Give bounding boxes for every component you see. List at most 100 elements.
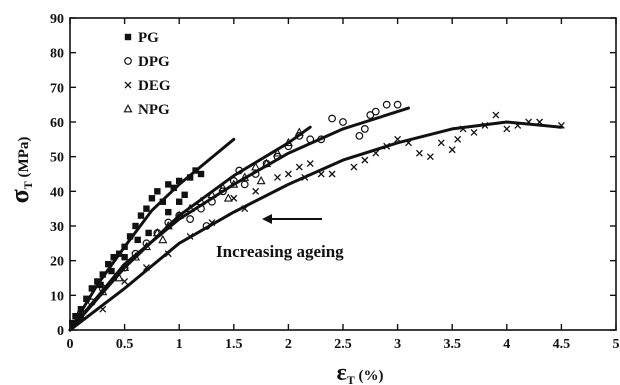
- deg-point: [301, 174, 309, 181]
- legend-label-dpg: DPG: [138, 54, 170, 70]
- pg-point: [99, 271, 106, 278]
- dpg-point: [355, 131, 364, 140]
- npg-point: [294, 127, 304, 136]
- deg-point: [454, 135, 462, 143]
- npg-point: [256, 175, 266, 185]
- npg-point: [130, 252, 141, 261]
- dpg-point: [295, 131, 304, 140]
- pg-point: [192, 167, 199, 174]
- annotation-arrow-head: [262, 214, 272, 224]
- pg-point: [97, 281, 104, 289]
- y-tick-label: 70: [50, 81, 64, 96]
- dpg-point: [339, 118, 347, 126]
- dpg-point: [131, 249, 140, 258]
- dpg-fit-curve: [68, 106, 410, 332]
- npg-fit-curve: [68, 125, 312, 332]
- pg-point: [176, 198, 183, 205]
- y-tick-label: 60: [50, 116, 64, 131]
- y-axis-symbol: σ: [5, 189, 34, 203]
- deg-point: [295, 163, 303, 171]
- deg-fit-curve: [68, 120, 563, 332]
- pg-point: [165, 181, 172, 188]
- dpg-point: [317, 135, 326, 144]
- y-tick-label: 10: [50, 289, 64, 304]
- dpg-point: [87, 298, 96, 307]
- legend-label-pg: PG: [138, 30, 159, 46]
- deg-point: [514, 122, 522, 129]
- deg-point: [481, 122, 489, 129]
- npg-point: [251, 162, 261, 171]
- y-tick-label: 80: [50, 47, 64, 62]
- y-axis-unit: (MPa): [16, 137, 32, 182]
- pg-fit-curve: [68, 137, 236, 332]
- deg-point: [426, 153, 434, 161]
- deg-point: [208, 219, 216, 226]
- npg-point: [283, 137, 293, 147]
- legend-marker-pg: [124, 33, 132, 41]
- npg-point: [218, 182, 228, 192]
- npg-point: [152, 227, 162, 237]
- y-axis-subscript: T: [21, 181, 35, 189]
- legend-marker-npg: [123, 104, 133, 113]
- pg-point: [154, 188, 161, 195]
- deg-point: [164, 250, 172, 258]
- pg-point: [148, 195, 156, 202]
- deg-point: [241, 205, 249, 213]
- x-axis-label: εT (%): [336, 360, 383, 385]
- deg-point: [394, 135, 402, 143]
- x-tick-label: 0.5: [116, 337, 134, 352]
- dpg-point: [328, 114, 336, 123]
- dpg-point: [235, 166, 244, 175]
- npg-point: [196, 196, 206, 206]
- dpg-point: [393, 100, 402, 109]
- dpg-point: [366, 111, 375, 119]
- dpg-point: [202, 222, 211, 230]
- pg-point: [115, 250, 123, 257]
- deg-point: [415, 149, 423, 157]
- deg-point: [372, 149, 380, 157]
- npg-point: [158, 234, 168, 244]
- pg-point: [94, 278, 101, 285]
- legend-marker-dpg: [124, 57, 132, 65]
- dpg-point: [306, 135, 315, 144]
- deg-point: [470, 128, 478, 136]
- pg-point: [72, 312, 79, 320]
- pg-point: [170, 184, 177, 192]
- pg-point: [197, 170, 205, 178]
- npg-point: [262, 158, 272, 167]
- x-axis-unit: (%): [355, 368, 384, 384]
- dpg-point: [186, 215, 195, 223]
- pg-point: [181, 191, 188, 198]
- dpg-point: [251, 170, 260, 178]
- x-tick-label: 5: [613, 337, 620, 352]
- pg-point: [110, 254, 117, 261]
- dpg-point: [371, 107, 380, 116]
- deg-point: [306, 160, 314, 168]
- y-tick-label: 50: [50, 151, 64, 166]
- deg-point: [492, 111, 500, 119]
- dpg-point: [164, 218, 173, 227]
- dpg-point: [284, 142, 293, 151]
- pg-point: [143, 205, 150, 212]
- pg-point: [121, 243, 128, 250]
- pg-point: [88, 285, 96, 292]
- dpg-point: [229, 177, 238, 185]
- deg-point: [317, 170, 325, 178]
- deg-point: [437, 139, 445, 147]
- y-tick-label: 90: [50, 12, 64, 27]
- dpg-point: [273, 152, 282, 161]
- npg-point: [185, 203, 195, 213]
- deg-point: [459, 125, 467, 133]
- pg-point: [83, 295, 90, 302]
- x-tick-label: 0: [67, 337, 74, 352]
- deg-point: [383, 142, 391, 150]
- deg-point: [525, 118, 533, 126]
- x-tick-label: 1: [176, 337, 183, 352]
- deg-point: [405, 139, 412, 147]
- dpg-point: [197, 204, 205, 213]
- deg-point: [328, 170, 336, 178]
- dpg-point: [382, 100, 391, 109]
- deg-point: [142, 264, 150, 272]
